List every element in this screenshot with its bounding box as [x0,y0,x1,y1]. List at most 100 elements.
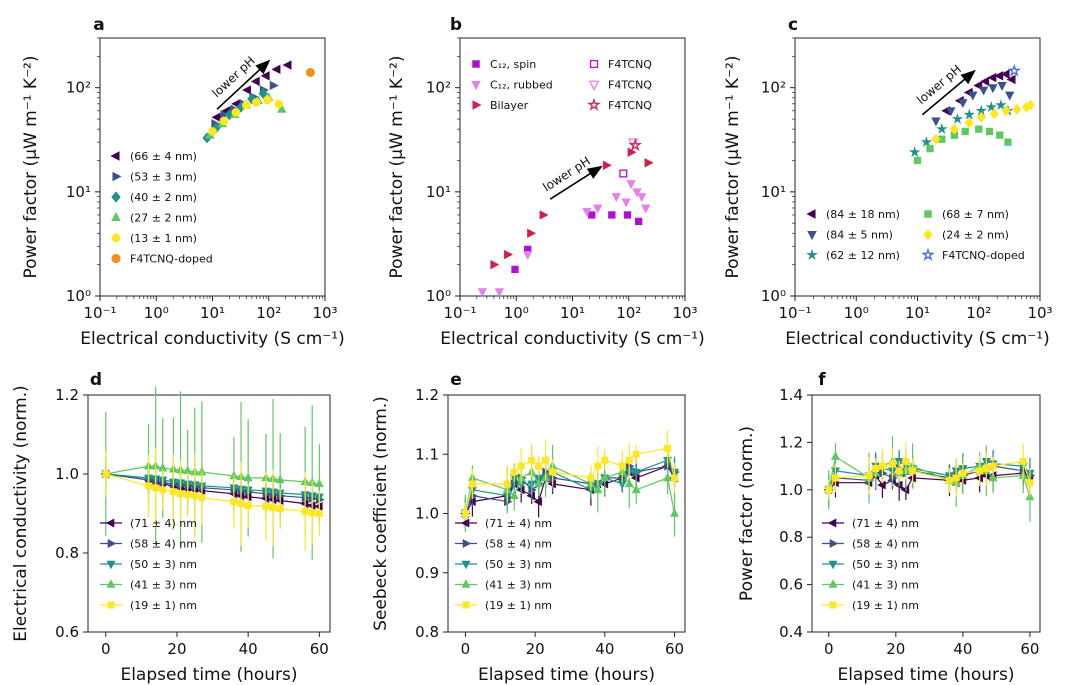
data-point [547,479,556,489]
data-point [623,211,632,219]
data-point [208,127,217,136]
data-point [618,462,626,470]
data-point [936,123,948,135]
legend-item: (66 ± 4 nm) [110,150,197,163]
data-point [102,470,110,478]
data-point [931,117,941,127]
legend-item: Bilayer [472,99,529,112]
data-point [242,85,252,95]
legend-marker [921,247,935,261]
data-point [528,485,537,495]
y-tick-label: 10² [426,79,451,97]
data-point [989,462,997,470]
x-axis-label: Electrical conductivity (S cm⁻¹) [785,329,1049,349]
x-tick-label: 40 [595,640,614,658]
legend-item: F4TCNQ [587,97,652,112]
data-point [963,108,976,120]
legend-marker [807,230,817,241]
series-0 [100,462,323,523]
series-2 [101,458,324,512]
data-point [237,500,245,508]
data-point [980,76,990,87]
axes-frame [447,394,686,633]
legend-item: (27 ± 2 nm) [111,212,197,225]
data-point [994,71,1004,81]
legend-item: (19 ± 1) nm [822,599,919,612]
data-point [528,456,536,464]
data-point [631,468,641,478]
data-point [582,207,592,217]
legend-item: (19 ± 1) nm [100,599,197,612]
series-1 [477,180,651,298]
legend-marker [462,539,472,548]
panel-f: f 0 20 40 60 0.4 0.6 0.8 1.0 1.2 1.4 Elapsed time (… [737,370,1041,685]
data-point [670,508,680,517]
y-tick-label: 10¹ [761,183,786,201]
data-point [315,509,323,517]
x-axis-label: Electrical conductivity (S cm⁻¹) [440,329,704,349]
data-point [995,99,1007,111]
data-point [250,76,260,87]
legend-item: (50 ± 3) nm [455,558,552,571]
data-point [975,125,983,133]
data-point [198,494,206,502]
legend-item: (53 ± 3 nm) [112,171,197,184]
data-point [263,95,272,105]
legend-marker [923,228,933,241]
data-point [608,211,616,219]
data-point [509,490,519,500]
legend-label: (41 ± 3) nm [130,579,197,592]
legend-label: F4TCNQ [608,99,652,112]
legend-item: (58 ± 4) nm [822,538,919,551]
data-point [1019,457,1027,465]
y-axis-label: Seebeck coefficient (norm.) [371,396,391,631]
x-tick-label: 10⁰ [844,304,869,322]
x-tick-label: 10² [256,304,281,322]
data-point [1007,63,1022,77]
data-point [184,491,192,499]
legend-item: F4TCNQ [588,79,652,92]
data-point [968,91,978,101]
series-4 [461,429,679,525]
x-tick-label: 20 [886,640,905,658]
data-point [900,485,910,495]
x-tick-label: 10² [616,304,641,322]
y-tick-label: 10¹ [66,183,91,201]
ph-arrowhead [960,69,976,85]
data-point [252,98,261,107]
y-tick-label: 10² [66,79,91,97]
y-tick-label: 0.4 [779,623,803,641]
x-tick-label: 10³ [1027,304,1052,322]
legend-item: (24 ± 2 nm) [923,228,1009,242]
data-point [243,472,253,482]
legend-marker [112,171,122,182]
data-point [549,473,558,483]
legend-item: (50 ± 3) nm [100,558,197,571]
x-tick-label: 10⁰ [504,304,529,322]
series-4 [931,99,1036,145]
series-2 [908,99,1014,158]
data-point [627,138,639,149]
data-point [640,204,651,214]
series-line [105,473,320,498]
legend-marker [828,560,838,570]
y-tick-label: 10⁰ [66,287,91,305]
data-point [625,456,633,464]
data-point [517,462,525,470]
data-point [618,473,628,483]
data-point [503,480,511,488]
y-tick-label: 10⁰ [761,287,786,305]
data-point [600,472,610,482]
data-point [230,498,238,506]
legend-label: (71 ± 4) nm [130,517,197,530]
legend-marker [111,191,121,203]
y-tick-label: 10⁰ [426,287,451,305]
data-point [988,84,998,94]
data-point [996,131,1004,139]
legend-marker [829,539,839,548]
y-tick-label: 10² [761,79,786,97]
legend-item: (84 ± 18 nm) [806,208,900,221]
data-point [262,502,270,510]
